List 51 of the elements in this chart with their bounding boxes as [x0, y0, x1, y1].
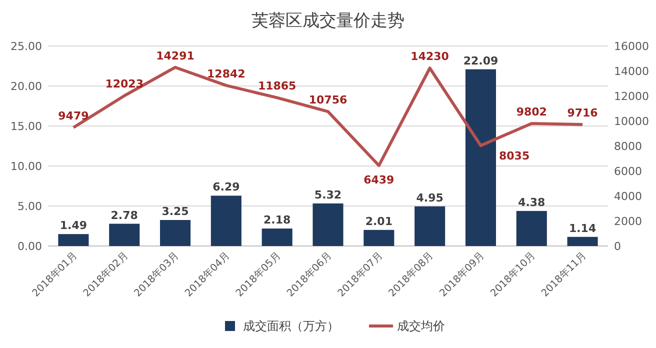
- data-label: 8035: [499, 150, 530, 163]
- chart-title: 芙蓉区成交量价走势: [252, 11, 404, 31]
- data-label: 2.18: [264, 214, 291, 227]
- y-tick-label: 25.00: [10, 40, 42, 53]
- data-label: 12842: [207, 67, 246, 80]
- y-tick-label: 10.00: [10, 160, 42, 173]
- data-label: 1.49: [60, 219, 88, 232]
- data-label: 22.09: [463, 54, 498, 68]
- bar: [210, 196, 242, 246]
- data-label: 2.01: [365, 214, 392, 228]
- y-tick-label: 15.00: [10, 120, 42, 133]
- y-tick-label: 0.00: [18, 240, 42, 253]
- data-label: 6439: [364, 174, 394, 187]
- data-label: 2.78: [110, 208, 138, 222]
- legend-label: 成交均价: [397, 319, 445, 333]
- y-tick-label: 20.00: [10, 80, 42, 93]
- y-tick-label: 5.00: [18, 200, 42, 213]
- bar: [312, 203, 344, 246]
- y2-tick-label: 6000: [614, 165, 642, 178]
- y2-tick-label: 12000: [614, 90, 649, 103]
- y2-tick-label: 4000: [614, 190, 642, 203]
- bar: [414, 206, 446, 246]
- y2-tick-label: 8000: [614, 140, 642, 153]
- y2-tick-label: 14000: [614, 65, 649, 78]
- bar: [364, 230, 394, 246]
- data-label: 9716: [567, 106, 598, 120]
- bar: [567, 236, 598, 246]
- y2-tick-label: 10000: [614, 115, 649, 128]
- data-label: 4.38: [518, 196, 546, 209]
- bar: [516, 210, 547, 246]
- bar: [262, 228, 292, 246]
- legend-label: 成交面积（万方）: [243, 319, 339, 333]
- data-label: 9479: [58, 110, 89, 123]
- bar: [58, 234, 89, 246]
- bar: [465, 69, 496, 246]
- data-label: 4.95: [416, 191, 444, 204]
- data-label: 9802: [516, 105, 547, 118]
- data-label: 6.29: [212, 180, 240, 194]
- data-label: 1.14: [568, 222, 596, 235]
- data-label: 3.25: [162, 205, 189, 218]
- y2-tick-label: 2000: [614, 215, 642, 228]
- data-label: 10756: [308, 94, 348, 107]
- bar: [160, 220, 191, 246]
- y2-tick-label: 16000: [614, 40, 649, 53]
- y2-tick-label: 0: [614, 240, 621, 253]
- data-label: 11865: [258, 80, 296, 93]
- data-label: 5.32: [314, 188, 342, 202]
- bar: [109, 224, 140, 246]
- data-label: 14291: [156, 49, 194, 62]
- data-label: 12023: [105, 78, 144, 91]
- data-label: 14230: [410, 50, 450, 64]
